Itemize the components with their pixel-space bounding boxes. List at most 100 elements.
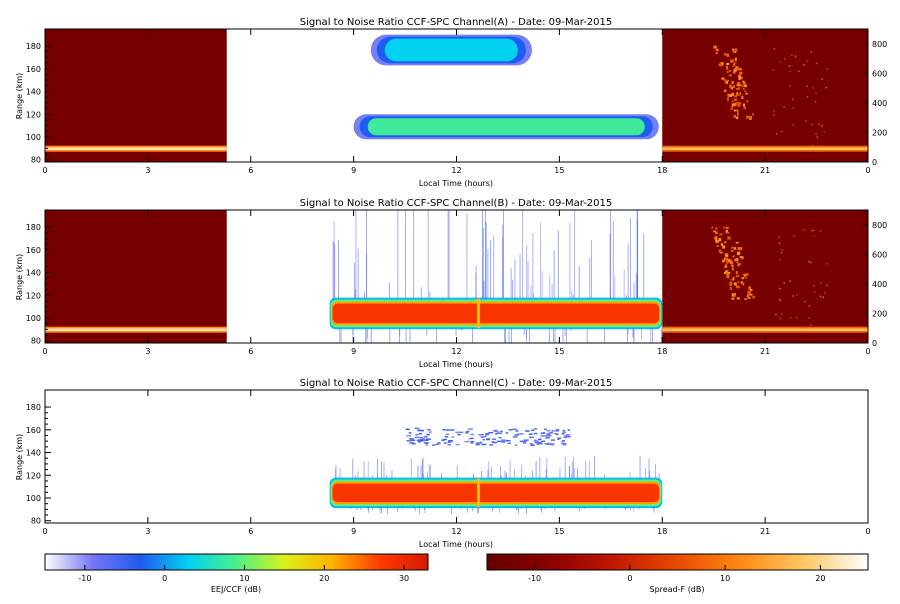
spread-f-plume-speck xyxy=(735,88,739,90)
x-tick-label: 6 xyxy=(248,527,253,536)
spread-f-plume-speck xyxy=(738,86,741,91)
eej-band-streak xyxy=(500,475,502,479)
eej-band-streak xyxy=(335,469,337,479)
upper-scatter-speck xyxy=(415,427,420,430)
eej-band-streak xyxy=(514,259,516,299)
eej-band-streak xyxy=(401,507,403,509)
spread-f-plume-speck xyxy=(794,55,797,57)
eej-band-streak xyxy=(629,471,631,479)
spread-f-plume-speck xyxy=(729,282,732,287)
upper-scatter-speck xyxy=(540,435,545,437)
spread-f-plume-speck xyxy=(752,295,756,299)
right-tick-label: 400 xyxy=(872,99,887,108)
upper-scatter-speck xyxy=(523,439,529,441)
upper-scatter-speck xyxy=(419,429,425,432)
x-tick-label: 0 xyxy=(865,166,870,175)
eej-band-streak xyxy=(363,291,365,299)
upper-scatter-speck xyxy=(543,428,547,430)
eej-band-streak xyxy=(639,507,640,510)
spread-f-plume-speck xyxy=(773,110,775,112)
eej-band-streak xyxy=(485,221,487,299)
panel-a-heatmap xyxy=(45,29,868,162)
eej-band-streak xyxy=(635,274,637,299)
panel-c-heatmap xyxy=(329,427,663,514)
night-layer-right- xyxy=(662,328,868,331)
spread-f-plume-speck xyxy=(718,249,722,253)
x-tick-label: 6 xyxy=(248,347,253,356)
x-tick-label: 18 xyxy=(657,527,667,536)
eej-band-streak xyxy=(639,456,641,479)
eej-band-streak xyxy=(441,472,442,479)
upper-scatter-speck xyxy=(480,436,484,438)
spread-f-plume-speck xyxy=(826,263,829,265)
spread-f-plume-speck xyxy=(734,48,738,52)
eej-band-streak xyxy=(424,507,425,511)
eej-band-streak xyxy=(565,328,567,343)
eej-band-streak xyxy=(349,507,351,510)
eej-band-streak xyxy=(490,240,491,299)
upper-scatter-speck xyxy=(471,437,474,440)
spread-f-plume-speck xyxy=(715,48,719,52)
spread-f-plume-speck xyxy=(788,65,791,67)
eej-band-streak xyxy=(422,457,424,479)
upper-scatter-speck xyxy=(481,443,487,446)
spread-f-plume-speck xyxy=(721,259,725,263)
right-tick-label: 200 xyxy=(872,309,887,318)
eej-band-streak xyxy=(365,210,367,299)
upper-scatter-speck xyxy=(483,435,487,438)
colorbar-tick-label: 0 xyxy=(627,574,632,583)
eej-band-streak xyxy=(521,507,523,509)
upper-scatter-speck xyxy=(428,438,432,441)
eej-band-streak xyxy=(334,243,336,299)
upper-scatter-speck xyxy=(455,431,461,434)
eej-band-streak xyxy=(405,328,407,330)
eej-band-streak xyxy=(578,507,580,512)
eej-band-streak xyxy=(504,470,506,479)
spread-f-plume-speck xyxy=(746,294,750,298)
upper-scatter-speck xyxy=(546,443,552,445)
spread-f-plume-speck xyxy=(781,249,783,251)
eej-band-streak xyxy=(381,461,382,479)
spread-f-plume-speck xyxy=(733,247,737,250)
panel-channel-a: Signal to Noise Ratio CCF-SPC Channel(A)… xyxy=(15,17,887,188)
y-tick-label: 180 xyxy=(26,42,41,51)
spread-f-plume-speck xyxy=(714,236,718,240)
colorbar-spreadf-label: Spread-F (dB) xyxy=(649,585,704,594)
upper-scatter-speck xyxy=(547,434,552,437)
eej-band-streak xyxy=(535,461,537,479)
upper-scatter-speck xyxy=(457,433,461,436)
eej-band-streak xyxy=(365,328,367,343)
upper-scatter-speck xyxy=(533,440,539,443)
eej-band-streak xyxy=(481,471,482,479)
upper-scatter-speck xyxy=(417,429,422,432)
x-tick-label: 0 xyxy=(42,347,47,356)
spread-f-plume-speck xyxy=(810,261,812,264)
spread-f-plume-speck xyxy=(735,109,737,112)
eej-band-streak xyxy=(633,282,635,299)
colorbar-eej: -10 0 10 20 30 EEJ/CCF (dB) xyxy=(44,553,429,594)
panel-a-ylabel: Range (km) xyxy=(15,73,24,120)
upper-scatter-speck xyxy=(537,442,542,444)
spread-f-plume-speck xyxy=(810,51,812,53)
eej-band-streak xyxy=(391,470,393,479)
eej-band-streak xyxy=(516,507,518,511)
eej-band-streak xyxy=(389,328,391,343)
eej-band-streak xyxy=(641,328,642,340)
colorbar-spreadf-ticks: -10 0 10 20 xyxy=(528,565,825,583)
eej-band-streak xyxy=(559,468,561,479)
eej-band-streak xyxy=(502,224,504,299)
eej-band-streak xyxy=(557,230,559,299)
spread-f-plume-speck xyxy=(721,77,725,80)
eej-band-streak xyxy=(387,507,388,514)
spread-f-plume-speck xyxy=(719,251,723,254)
lower-echo xyxy=(367,118,645,136)
eej-band-streak xyxy=(458,507,460,508)
spread-f-plume-speck xyxy=(746,115,749,119)
y-tick-label: 140 xyxy=(26,449,41,458)
x-tick-label: 3 xyxy=(145,166,150,175)
eej-band-streak xyxy=(588,460,590,479)
eej-band-streak xyxy=(572,294,574,299)
spread-f-plume-speck xyxy=(739,263,742,266)
spread-f-plume-speck xyxy=(726,67,729,71)
eej-band-streak xyxy=(413,210,415,299)
